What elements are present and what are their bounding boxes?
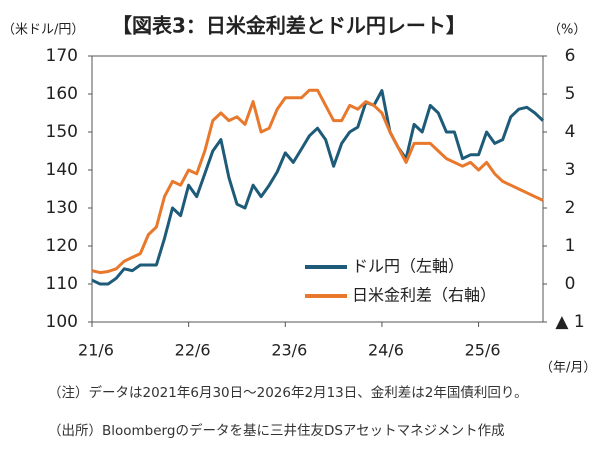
y-tick-label: 170 [46, 46, 78, 66]
source: （出所）Bloombergのデータを基に三井住友DSアセットマネジメント作成 [48, 423, 505, 439]
y2-tick-label: 0 [565, 274, 576, 294]
x-axis-label: （年/月） [540, 361, 596, 376]
x-tick-label: 24/6 [368, 341, 404, 360]
y-tick-label: 140 [46, 160, 78, 180]
y2-tick-label: 4 [565, 122, 576, 142]
x-tick-label: 21/6 [78, 341, 114, 360]
y-axis-label: （米ドル/円） [2, 23, 84, 38]
note: （注）データは2021年6月30日～2026年2月13日、金利差は2年国債利回り… [48, 385, 528, 401]
plot-frame [91, 55, 544, 323]
chart-title: 【図表3：日米金利差とドル円レート】 [112, 14, 466, 38]
y2-tick-label: 3 [565, 160, 576, 180]
y2-tick-label: 6 [565, 46, 576, 66]
y2-tick-label: ▲ 1 [555, 312, 584, 332]
y2-tick-label: 1 [565, 236, 576, 256]
y2-axis-label: （%） [548, 23, 586, 38]
y-tick-label: 160 [46, 84, 78, 104]
y-tick-label: 100 [46, 312, 78, 332]
x-tick-label: 25/6 [465, 341, 501, 360]
y2-tick-label: 5 [565, 84, 576, 104]
x-tick-label: 23/6 [271, 341, 307, 360]
series-line [91, 88, 544, 275]
y-tick-label: 120 [46, 236, 78, 256]
y-tick-label: 150 [46, 122, 78, 142]
y-tick-label: 110 [46, 274, 78, 294]
legend-label: ドル円（左軸） [352, 257, 464, 276]
y-tick-label: 130 [46, 198, 78, 218]
series-line [91, 89, 545, 286]
x-tick-label: 22/6 [175, 341, 211, 360]
legend-label: 日米金利差（右軸） [352, 286, 496, 305]
y2-tick-label: 2 [565, 198, 576, 218]
chart: 【図表3：日米金利差とドル円レート】 （米ドル/円） （%） （年/月） 100… [2, 14, 596, 376]
